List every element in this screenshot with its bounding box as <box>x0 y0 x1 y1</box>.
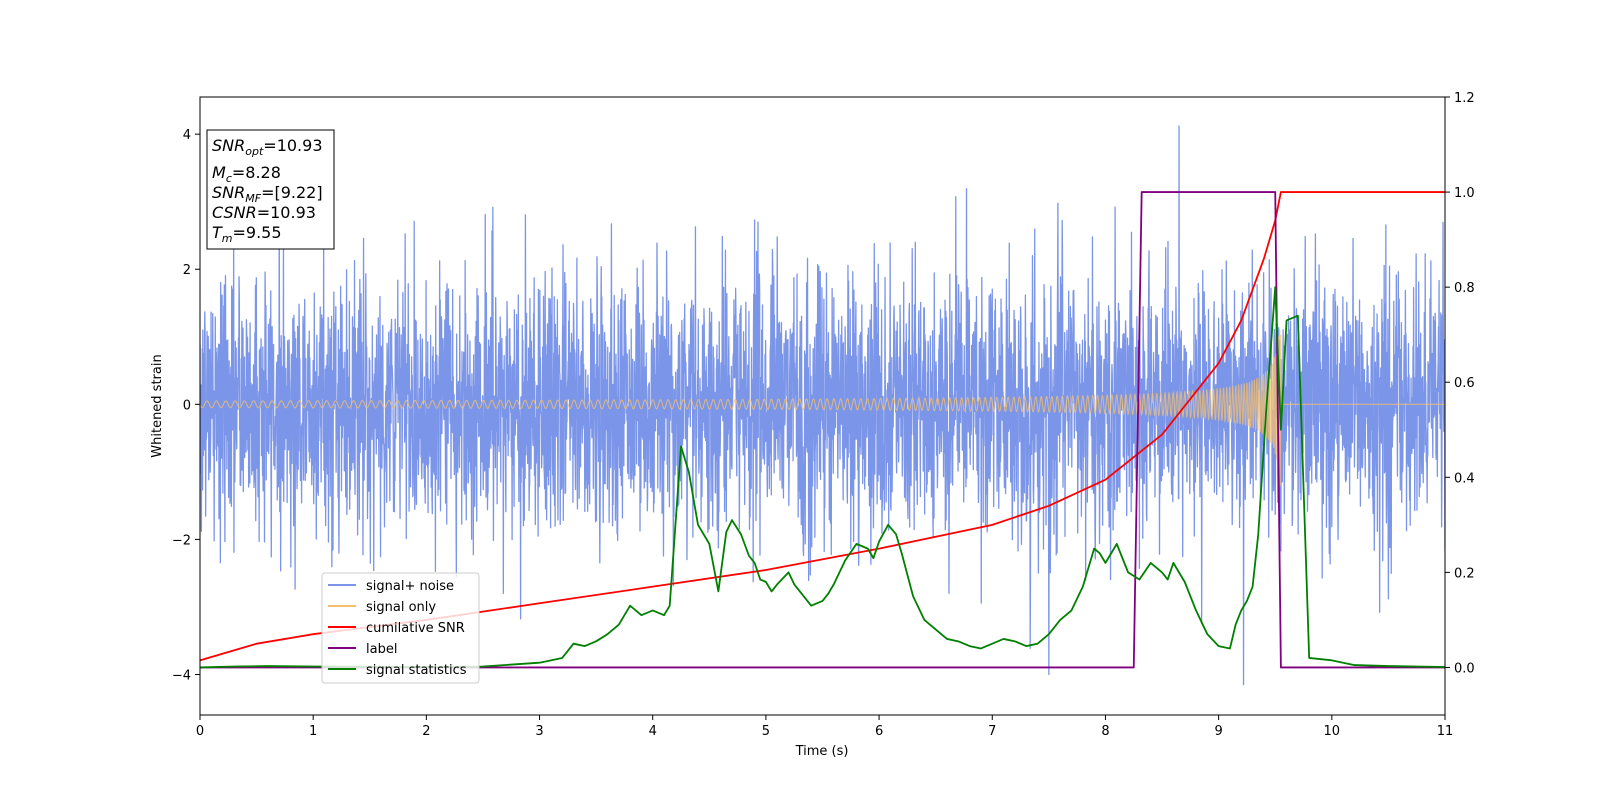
legend: signal+ noise signal only cumilative SNR… <box>321 572 480 684</box>
legend-entry-signal-noise: signal+ noise <box>328 579 454 594</box>
y2-tick-label-0.6: 0.6 <box>1454 376 1475 391</box>
x-tick-label-6: 6 <box>875 724 883 739</box>
legend-label-signal-noise: signal+ noise <box>366 579 454 594</box>
y-tick-label--4: −4 <box>172 668 191 683</box>
annotation-box: SNRopt=10.93 Mc=8.28 SNRMF=[9.22] CSNR=1… <box>206 129 335 250</box>
x-tick-label-5: 5 <box>762 724 770 739</box>
y2-tick-label-1.2: 1.2 <box>1454 91 1475 106</box>
x-tick-label-0: 0 <box>196 724 204 739</box>
legend-label-label: label <box>366 642 397 657</box>
line-signal-noise <box>200 125 1445 686</box>
y-axis-label: Whitened strain <box>150 354 165 457</box>
x-tick-label-10: 10 <box>1324 724 1341 739</box>
y2-tick-label-0.8: 0.8 <box>1454 281 1475 296</box>
line-label <box>200 191 1445 669</box>
legend-label-cumilative-snr: cumilative SNR <box>366 621 465 636</box>
x-tick-label-7: 7 <box>988 724 996 739</box>
y-tick-label--2: −2 <box>172 533 191 548</box>
y2-tick-label-0.0: 0.0 <box>1454 661 1475 676</box>
line-signal-statistics <box>200 286 1445 669</box>
plot-frame <box>199 96 1446 716</box>
y2-tick-label-0.4: 0.4 <box>1454 471 1475 486</box>
x-axis-label: Time (s) <box>795 744 849 759</box>
y-tick-label-0: 0 <box>183 398 191 413</box>
legend-label-signal-statistics: signal statistics <box>366 663 467 678</box>
legend-entry-cumilative-snr: cumilative SNR <box>328 621 465 636</box>
legend-entry-signal-only: signal only <box>328 600 436 615</box>
legend-label-signal-only: signal only <box>366 600 436 615</box>
x-axis: 0 1 2 3 4 5 6 7 8 9 10 11 <box>196 715 1453 739</box>
x-tick-label-8: 8 <box>1101 724 1109 739</box>
legend-entry-label: label <box>328 642 397 657</box>
series-signal-noise <box>200 125 1445 686</box>
y2-tick-label-0.2: 0.2 <box>1454 566 1475 581</box>
x-tick-label-4: 4 <box>649 724 657 739</box>
y-axis-right: 0.0 0.2 0.4 0.6 0.8 1.0 1.2 <box>1445 91 1475 676</box>
annotation-mc: Mc=8.28 <box>212 163 281 185</box>
annotation-snr-mf: SNRMF=[9.22] <box>212 183 323 205</box>
x-tick-label-9: 9 <box>1214 724 1222 739</box>
x-tick-label-2: 2 <box>422 724 430 739</box>
y-axis-left: −4 −2 0 2 4 <box>172 128 200 683</box>
legend-entry-signal-statistics: signal statistics <box>328 663 467 678</box>
x-tick-label-3: 3 <box>535 724 543 739</box>
annotation-csnr: CSNR=10.93 <box>212 203 316 222</box>
y2-tick-label-1.0: 1.0 <box>1454 186 1475 201</box>
x-tick-label-1: 1 <box>309 724 317 739</box>
series-signal-only <box>200 329 1445 487</box>
y-tick-label-4: 4 <box>183 128 191 143</box>
annotation-frame <box>206 129 335 250</box>
annotation-snr-opt: SNRopt=10.93 <box>212 136 323 158</box>
annotation-tm: Tm=9.55 <box>212 223 282 245</box>
y-tick-label-2: 2 <box>183 263 191 278</box>
x-tick-label-11: 11 <box>1437 724 1454 739</box>
line-signal-only <box>200 329 1445 487</box>
legend-frame <box>321 572 480 684</box>
